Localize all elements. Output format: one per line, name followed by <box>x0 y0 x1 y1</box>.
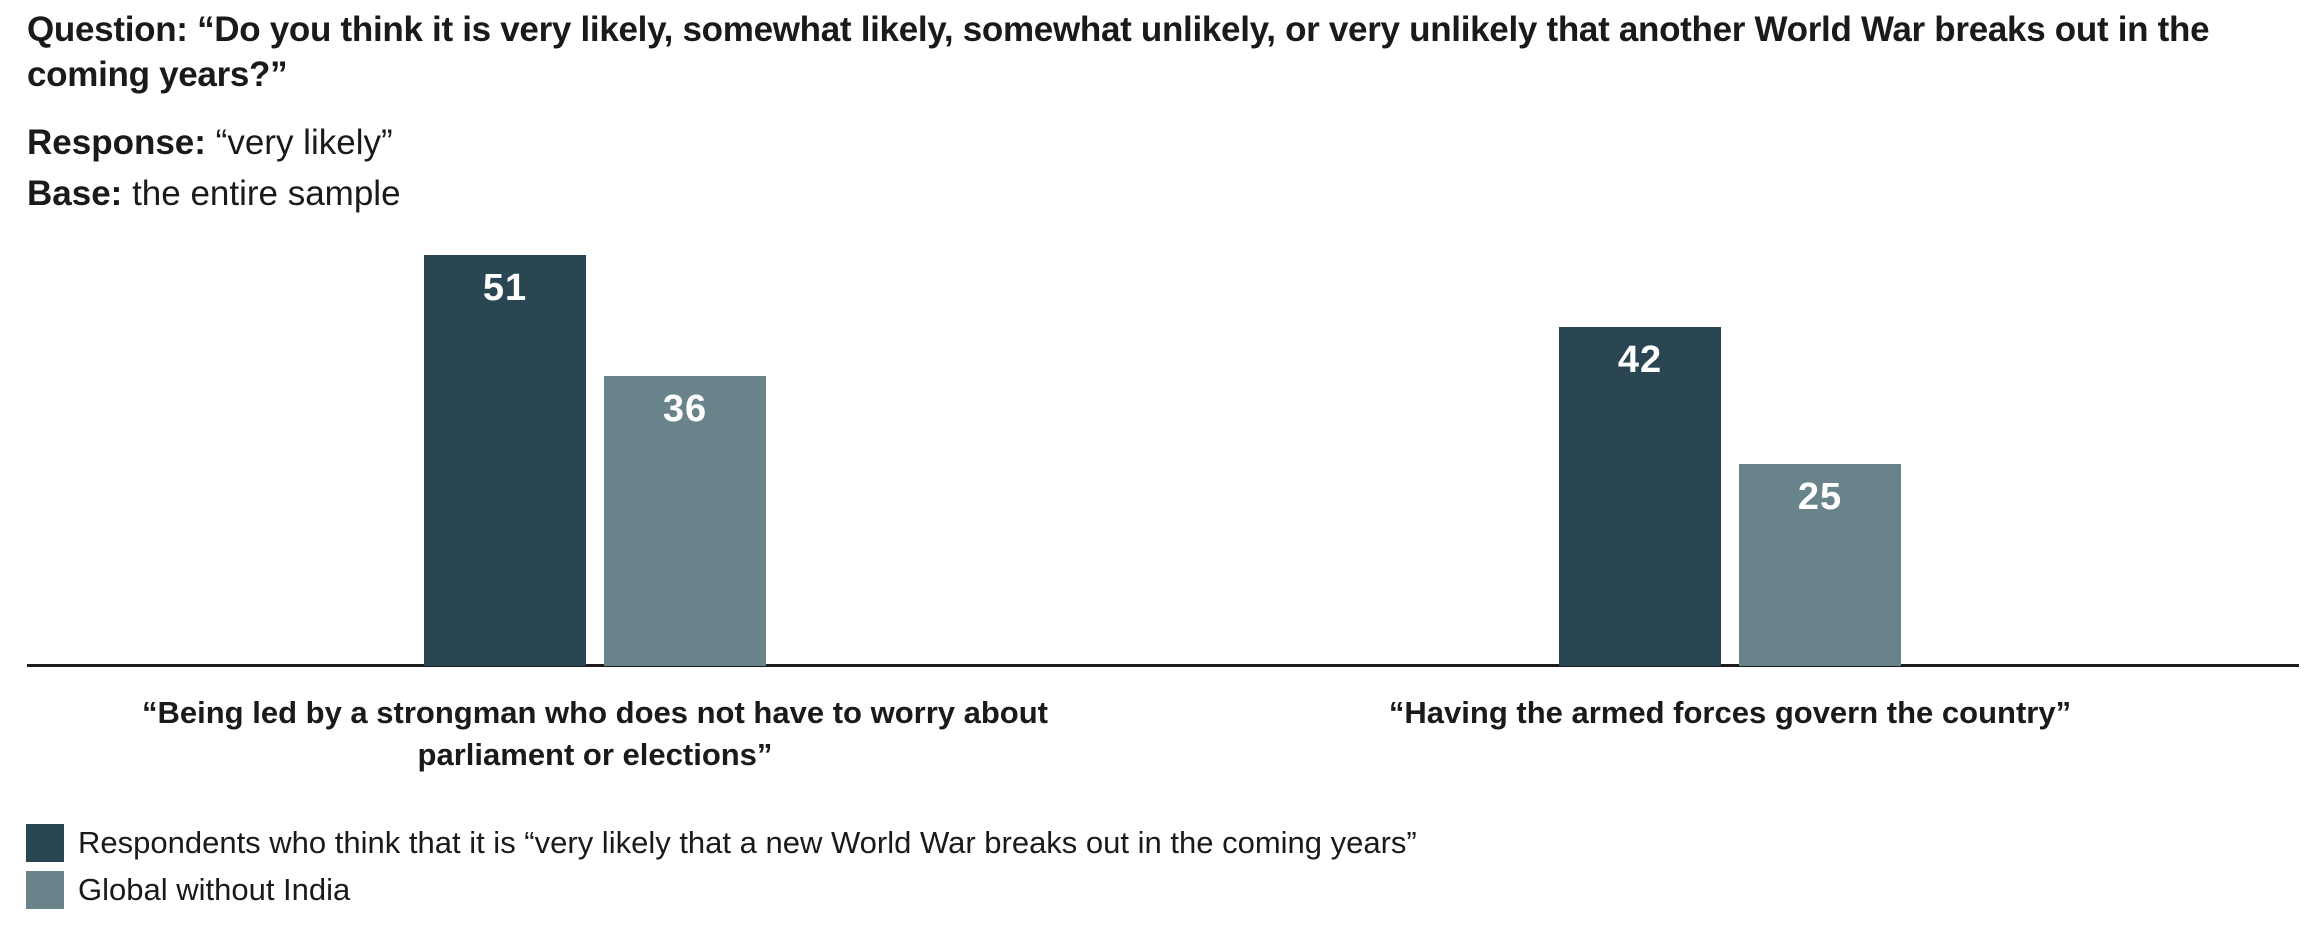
bar-primary-group-1: 51 <box>424 255 586 666</box>
legend-label: Global without India <box>78 872 351 907</box>
base-text: the entire sample <box>132 174 401 214</box>
bar-secondary-group-2: 25 <box>1739 464 1901 666</box>
bar-value-label: 51 <box>482 267 528 309</box>
category-label-2: “Having the armed forces govern the coun… <box>1388 695 2072 730</box>
bar-secondary-group-1: 36 <box>604 376 766 666</box>
category-label-1: “Being led by a strongman who does not h… <box>142 695 1048 772</box>
question-text: “Do you think it is very likely, somewha… <box>27 10 2210 94</box>
legend-swatch <box>26 824 64 862</box>
bar-value-label: 36 <box>662 388 708 430</box>
bar-value-label: 42 <box>1617 339 1663 381</box>
legend-item-2: Global without India <box>26 871 1417 909</box>
question-line: Question: “Do you think it is very likel… <box>27 8 2309 98</box>
legend-label: Respondents who think that it is “very l… <box>78 825 1417 860</box>
legend-swatch <box>26 871 64 909</box>
base-label: Base: <box>27 174 123 214</box>
response-text: “very likely” <box>215 122 393 162</box>
legend-item-1: Respondents who think that it is “very l… <box>26 824 1417 862</box>
response-line: Response: “very likely” <box>27 120 2309 166</box>
header: Question: “Do you think it is very likel… <box>27 8 2309 217</box>
response-label: Response: <box>27 122 206 162</box>
base-line: Base: the entire sample <box>27 171 2309 217</box>
x-axis-line <box>27 664 2299 667</box>
bar-primary-group-2: 42 <box>1559 327 1721 666</box>
legend: Respondents who think that it is “very l… <box>26 824 1417 909</box>
question-label: Question: <box>27 10 188 49</box>
bar-value-label: 25 <box>1797 476 1843 518</box>
